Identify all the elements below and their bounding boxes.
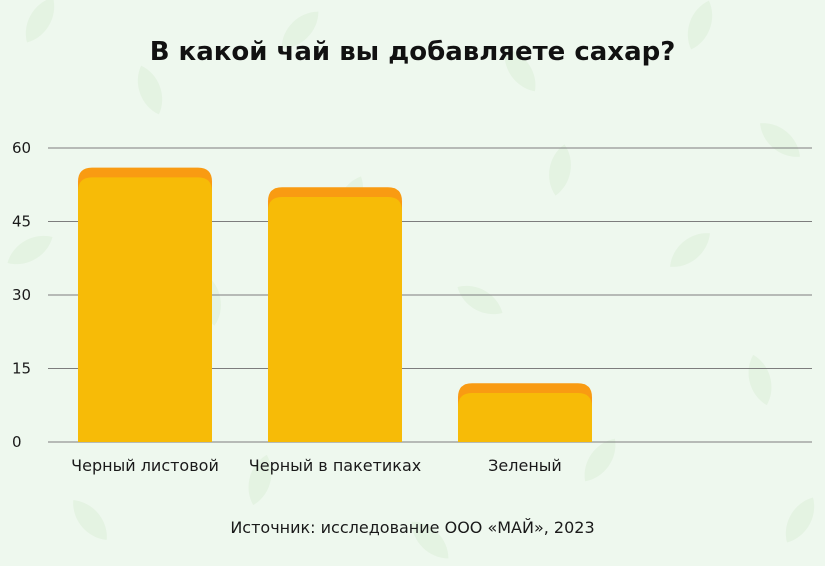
leaf-decoration [670,233,710,267]
chart-source: Источник: исследование ООО «МАЙ», 2023 [230,518,595,537]
x-category-label: Черный в пакетиках [249,456,422,475]
leaf-decoration [411,521,449,559]
y-tick-label: 45 [12,213,31,231]
leaf-decoration [457,285,503,315]
y-tick-label: 30 [12,286,31,304]
x-category-label: Зеленый [488,456,562,475]
y-tick-label: 15 [12,360,31,378]
leaf-decoration [687,0,713,50]
leaf-decoration [248,454,272,506]
y-tick-label: 0 [12,433,22,451]
y-tick-label: 60 [12,139,31,157]
leaf-decoration [281,11,319,49]
bar-base [268,197,402,442]
leaf-decoration [584,438,616,482]
bar-base [78,177,212,442]
chart-title: В какой чай вы добавляете сахар? [149,37,676,67]
leaf-decoration [73,500,107,540]
bar-base [458,393,592,442]
leaf-decoration [549,144,571,196]
leaf-decoration [25,0,55,43]
leaf-decoration [7,235,53,265]
leaf-decoration [785,497,815,543]
leaf-decoration [137,65,163,115]
leaf-decoration [748,354,772,406]
leaf-decoration [504,48,536,92]
x-category-label: Черный листовой [71,456,219,475]
